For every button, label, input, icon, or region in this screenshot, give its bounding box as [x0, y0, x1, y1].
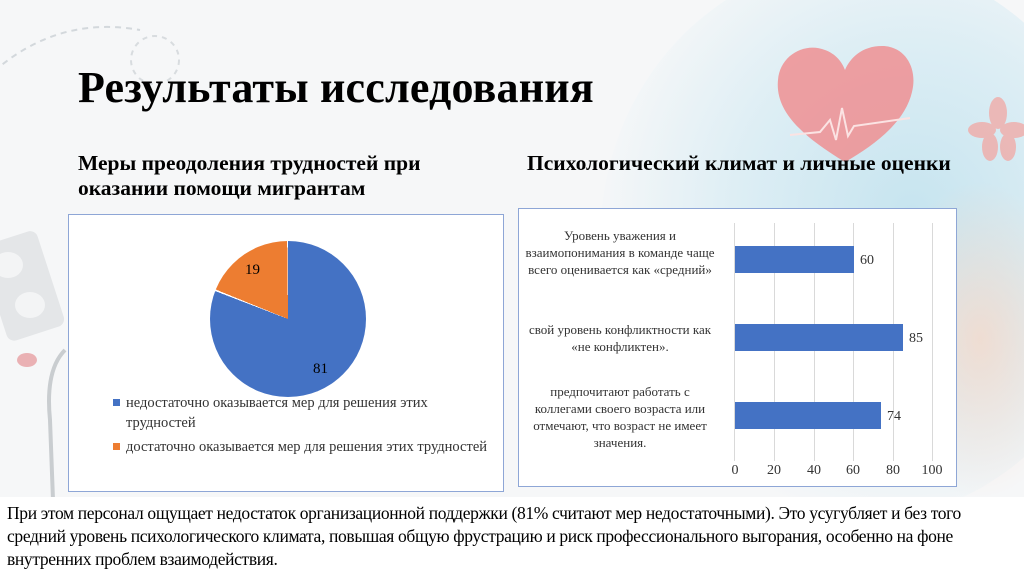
bar-value-label: 60	[860, 253, 874, 268]
category-label: свой уровень конфликтности как «не конфл…	[528, 322, 712, 354]
pills-blister-icon	[0, 231, 65, 341]
legend-item-insufficient: недостаточно оказывается мер для решения…	[113, 393, 493, 433]
pie-chart-plot	[210, 241, 366, 397]
bar-age	[735, 402, 881, 429]
x-tick: 80	[886, 463, 900, 478]
pie-chart-heading: Меры преодоления трудностей при оказании…	[78, 151, 421, 200]
legend-item-sufficient: достаточно оказывается мер для решения э…	[113, 437, 493, 457]
legend-label: достаточно оказывается мер для решения э…	[126, 439, 488, 455]
gridline	[734, 223, 735, 461]
heart-with-heartbeat-icon	[777, 46, 914, 162]
pie-chart: 19 81 недостаточно оказывается мер для р…	[68, 214, 504, 492]
flower-icon	[968, 97, 1024, 161]
pie-data-label-orange: 19	[245, 262, 260, 278]
summary-band	[0, 497, 1024, 574]
summary-text: При этом персонал ощущает недостаток орг…	[7, 503, 961, 569]
bar-respect	[735, 246, 854, 273]
stethoscope-tube-icon	[17, 348, 67, 500]
dashed-arc-decoration	[0, 26, 180, 85]
gridline	[932, 223, 933, 461]
x-tick: 40	[807, 463, 821, 478]
x-tick: 20	[767, 463, 781, 478]
legend-swatch-blue	[113, 399, 120, 406]
bar-chart-heading: Психологический климат и личные оценки	[527, 151, 951, 175]
category-label: Уровень уважения и взаимопонимания в ком…	[525, 228, 715, 277]
bar-value-label: 85	[909, 331, 923, 346]
x-tick: 60	[846, 463, 860, 478]
legend-swatch-orange	[113, 443, 120, 450]
pie-data-label-blue: 81	[313, 361, 328, 377]
bar-value-label: 74	[887, 409, 901, 424]
x-tick: 0	[731, 463, 739, 478]
x-tick: 100	[921, 463, 943, 478]
bar-conflict	[735, 324, 903, 351]
bar-chart: Уровень уважения и взаимопонимания в ком…	[518, 208, 957, 487]
category-label: предпочитают работать с коллегами своего…	[533, 384, 707, 450]
page-title: Результаты исследования	[78, 63, 594, 112]
legend-label: недостаточно оказывается мер для решения…	[126, 395, 428, 431]
